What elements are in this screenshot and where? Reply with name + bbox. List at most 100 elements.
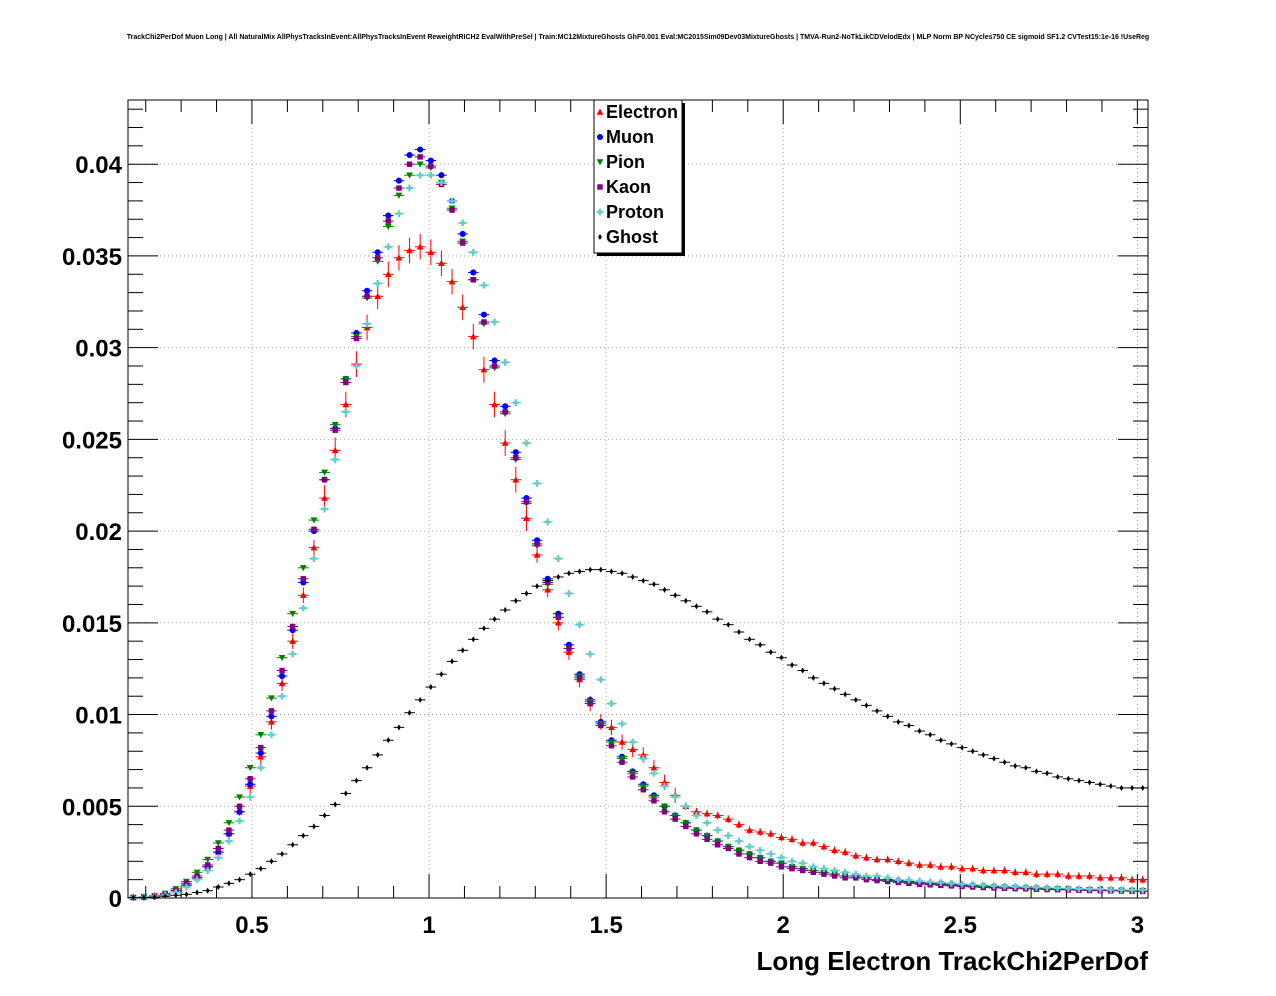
proton-point: [554, 555, 562, 563]
legend-marker-muon: [596, 133, 604, 141]
proton-point: [894, 876, 902, 884]
proton-point: [363, 320, 371, 328]
legend-label-electron: Electron: [606, 102, 678, 122]
ghost-point: [779, 654, 784, 661]
electron-point: [724, 815, 732, 822]
legend-label-proton: Proton: [606, 202, 664, 222]
kaon-point: [651, 798, 657, 804]
ghost-point: [981, 751, 986, 758]
proton-point: [353, 362, 360, 370]
kaon-point: [385, 218, 392, 224]
electron-point: [650, 764, 658, 771]
ghost-point: [195, 889, 199, 896]
kaon-point: [768, 860, 774, 866]
proton-point: [225, 837, 233, 845]
kaon-point: [406, 161, 413, 167]
electron-point: [1086, 872, 1093, 879]
legend-label-muon: Muon: [606, 127, 654, 147]
pion-point: [278, 654, 286, 662]
electron-point: [1096, 874, 1104, 881]
electron-point: [894, 857, 902, 865]
pion-point: [246, 765, 254, 772]
electron-point: [820, 843, 828, 850]
electron-point: [469, 333, 477, 340]
proton-point: [183, 883, 190, 891]
pion-point: [682, 820, 690, 827]
ghost-point: [322, 812, 327, 819]
kaon-point: [714, 842, 721, 848]
ghost-point: [163, 893, 168, 900]
kaon-point: [417, 154, 423, 160]
ghost-point: [832, 685, 837, 692]
pion-point: [756, 854, 764, 862]
proton-point: [693, 812, 700, 819]
ghost-point: [1013, 762, 1018, 769]
x-tick-label: 2: [777, 912, 790, 939]
muon-point: [512, 449, 519, 456]
electron-point: [618, 738, 626, 745]
kaon-point: [757, 858, 763, 865]
legend-marker-kaon: [597, 184, 603, 190]
proton-point: [639, 755, 647, 762]
ghost-point: [726, 621, 731, 628]
kaon-point: [874, 877, 880, 884]
muon-point: [395, 177, 402, 184]
electron-point: [427, 248, 435, 255]
electron-point: [1064, 872, 1072, 879]
series-kaon: [128, 154, 1148, 901]
ghost-point: [1119, 784, 1124, 791]
ghost-point: [227, 880, 231, 887]
proton-point: [1001, 882, 1008, 890]
kaon-point: [566, 645, 572, 652]
proton-point: [268, 731, 275, 739]
pion-point: [746, 851, 753, 858]
pion-point: [735, 847, 743, 854]
ghost-point: [853, 696, 858, 703]
proton-point: [289, 650, 297, 658]
proton-point: [979, 881, 987, 889]
proton-point: [1086, 885, 1093, 893]
proton-point: [448, 197, 456, 205]
electron-point: [916, 861, 923, 868]
ghost-point: [556, 573, 561, 581]
ghost-point: [492, 616, 497, 623]
electron-point: [799, 839, 807, 846]
muon-point: [491, 357, 498, 364]
ghost-point: [1140, 784, 1145, 791]
proton-point: [778, 854, 785, 862]
muon-point: [502, 403, 509, 410]
electron-point: [884, 856, 892, 863]
proton-point: [799, 859, 807, 867]
kaon-point: [523, 499, 530, 505]
electron-point: [703, 810, 711, 817]
legend-box: [593, 99, 683, 254]
legend-label-pion: Pion: [606, 152, 645, 172]
electron-point: [937, 863, 945, 870]
electron-point: [608, 723, 615, 731]
electron-point: [831, 846, 838, 854]
ghost-point: [949, 740, 954, 747]
y-tick-label: 0.03: [75, 336, 122, 363]
electron-point: [384, 270, 392, 277]
electron-point: [257, 753, 265, 760]
proton-point: [671, 793, 679, 801]
kaon-point: [534, 541, 540, 547]
proton-point: [278, 692, 286, 700]
proton-point: [958, 880, 966, 888]
ghost-point: [428, 683, 433, 691]
kaon-point: [247, 776, 253, 782]
proton-point: [427, 171, 435, 179]
electron-point: [1033, 870, 1040, 877]
electron-point: [841, 848, 849, 855]
series-layer: [128, 146, 1148, 902]
kaon-point: [842, 875, 848, 881]
kaon-point: [236, 803, 243, 809]
pion-point: [321, 469, 328, 476]
muon-point: [438, 172, 445, 179]
proton-point: [809, 863, 817, 871]
proton-point: [926, 878, 934, 886]
kaon-point: [863, 876, 870, 883]
kaon-point: [374, 255, 381, 261]
electron-point: [501, 439, 509, 446]
muon-point: [427, 157, 434, 164]
